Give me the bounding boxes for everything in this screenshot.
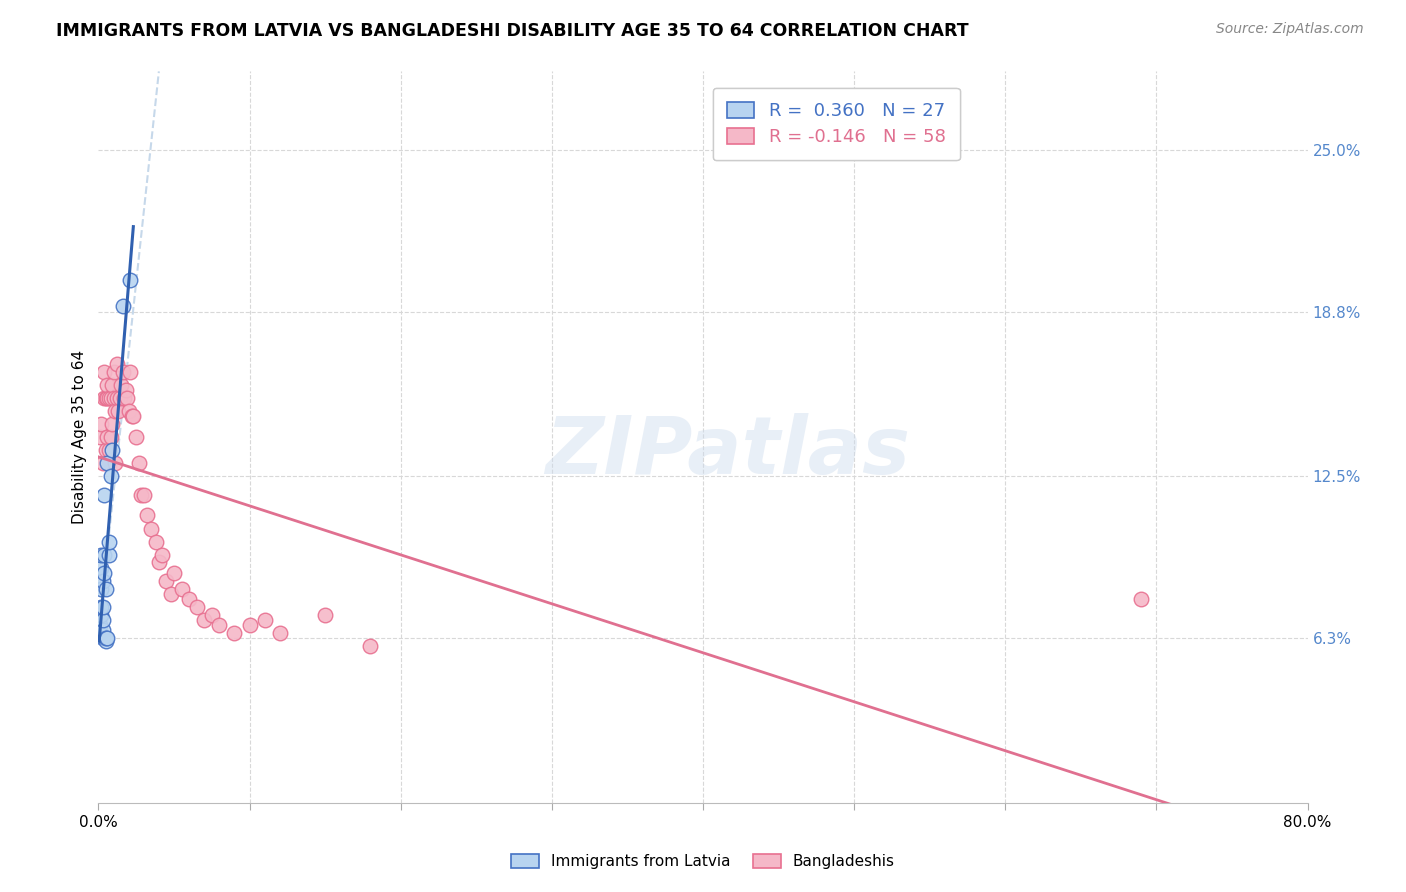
- Point: [129, 487, 152, 501]
- Point: [96, 430, 118, 444]
- Point: [120, 365, 142, 379]
- Point: [122, 409, 145, 424]
- Point: [160, 587, 183, 601]
- Point: [314, 607, 336, 622]
- Point: [179, 592, 201, 607]
- Point: [105, 357, 128, 371]
- Legend: R =  0.360   N = 27, R = -0.146   N = 58: R = 0.360 N = 27, R = -0.146 N = 58: [713, 87, 960, 161]
- Point: [201, 607, 224, 622]
- Point: [101, 417, 124, 431]
- Point: [94, 443, 117, 458]
- Point: [115, 391, 138, 405]
- Point: [121, 409, 143, 424]
- Point: [98, 443, 121, 458]
- Point: [104, 404, 127, 418]
- Point: [96, 391, 118, 405]
- Point: [94, 633, 117, 648]
- Point: [98, 534, 121, 549]
- Point: [104, 456, 127, 470]
- Point: [103, 391, 125, 405]
- Point: [96, 632, 118, 646]
- Point: [141, 521, 163, 535]
- Point: [239, 618, 262, 632]
- Point: [90, 417, 112, 431]
- Point: [89, 626, 111, 640]
- Point: [93, 365, 115, 379]
- Point: [100, 430, 122, 444]
- Point: [93, 487, 115, 501]
- Point: [96, 456, 118, 470]
- Point: [269, 626, 291, 640]
- Point: [98, 391, 121, 405]
- Point: [132, 487, 155, 501]
- Point: [90, 548, 112, 562]
- Point: [89, 607, 111, 622]
- Point: [98, 548, 121, 562]
- Point: [107, 404, 129, 418]
- Point: [128, 456, 150, 470]
- Point: [110, 377, 132, 392]
- Point: [108, 391, 131, 405]
- Point: [90, 607, 112, 622]
- Point: [118, 404, 141, 418]
- Point: [111, 300, 134, 314]
- Point: [105, 391, 128, 405]
- Point: [193, 613, 215, 627]
- Point: [163, 566, 186, 580]
- Point: [96, 377, 118, 392]
- Point: [253, 613, 276, 627]
- Point: [112, 391, 135, 405]
- Point: [90, 560, 112, 574]
- Point: [150, 548, 173, 562]
- Point: [224, 626, 246, 640]
- Text: ZIPatlas: ZIPatlas: [544, 413, 910, 491]
- Point: [148, 556, 170, 570]
- Point: [100, 469, 122, 483]
- Point: [101, 377, 124, 392]
- Point: [91, 613, 114, 627]
- Point: [186, 599, 208, 614]
- Point: [101, 443, 124, 458]
- Point: [103, 365, 125, 379]
- Point: [94, 391, 117, 405]
- Point: [145, 534, 167, 549]
- Point: [93, 391, 115, 405]
- Point: [94, 632, 117, 646]
- Text: Source: ZipAtlas.com: Source: ZipAtlas.com: [1216, 22, 1364, 37]
- Point: [93, 548, 115, 562]
- Point: [120, 273, 142, 287]
- Text: IMMIGRANTS FROM LATVIA VS BANGLADESHI DISABILITY AGE 35 TO 64 CORRELATION CHART: IMMIGRANTS FROM LATVIA VS BANGLADESHI DI…: [56, 22, 969, 40]
- Legend: Immigrants from Latvia, Bangladeshis: Immigrants from Latvia, Bangladeshis: [505, 848, 901, 875]
- Point: [91, 632, 114, 646]
- Point: [1130, 592, 1153, 607]
- Point: [100, 391, 122, 405]
- Point: [93, 566, 115, 580]
- Point: [89, 618, 111, 632]
- Point: [208, 618, 231, 632]
- Point: [91, 456, 114, 470]
- Point: [91, 574, 114, 588]
- Point: [114, 383, 136, 397]
- Point: [89, 430, 111, 444]
- Point: [360, 639, 382, 653]
- Point: [170, 582, 193, 596]
- Point: [91, 599, 114, 614]
- Point: [135, 508, 157, 523]
- Point: [90, 599, 112, 614]
- Point: [90, 582, 112, 596]
- Point: [91, 624, 114, 638]
- Point: [94, 582, 117, 596]
- Point: [111, 365, 134, 379]
- Point: [155, 574, 177, 588]
- Y-axis label: Disability Age 35 to 64: Disability Age 35 to 64: [72, 350, 87, 524]
- Point: [125, 430, 148, 444]
